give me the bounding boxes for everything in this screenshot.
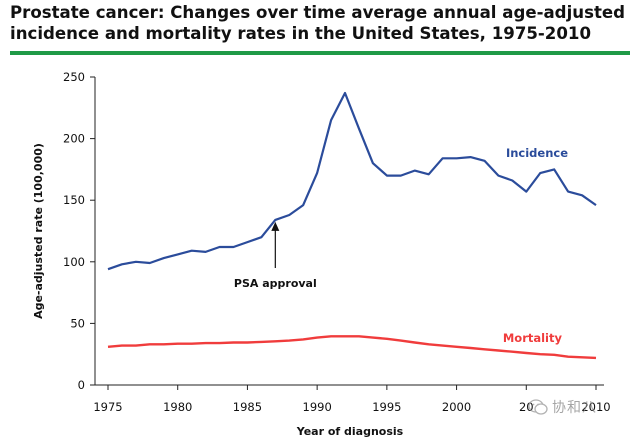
y-tick-label: 200 (63, 132, 85, 146)
wechat-logo-icon (528, 399, 548, 415)
series-line-mortality (107, 335, 597, 360)
x-tick-label: 1995 (372, 400, 401, 414)
x-tick-label: 1990 (303, 400, 332, 414)
series-labels: Incidence Mortality (503, 146, 568, 345)
ticks: 0 50 100 150 200 250 1975 1980 1985 1990 1995 2000 2… (32, 70, 611, 438)
x-tick-label: 1975 (93, 400, 122, 414)
x-tick-label: 2010 (581, 400, 610, 414)
annotation-arrowhead (271, 221, 280, 231)
axes (94, 77, 604, 386)
y-tick-label: 150 (63, 193, 85, 207)
annotation-psa-approval: PSA approval (234, 277, 317, 290)
watermark-text: 协和八 (552, 400, 597, 416)
series-lines (107, 91, 597, 360)
y-axis-title: Age-adjusted rate (100,000) (32, 143, 45, 319)
chart-title: Prostate cancer: Changes over time avera… (10, 2, 630, 44)
watermark: 协和八 (528, 396, 628, 418)
chart-title-line-2: incidence and mortality rates in the Uni… (10, 24, 591, 43)
annotations: PSA approval (234, 221, 317, 290)
x-tick-label: 1980 (163, 400, 192, 414)
series-label-incidence: Incidence (506, 146, 568, 160)
y-tick-label: 50 (70, 316, 85, 330)
x-tick-label: 2000 (442, 400, 471, 414)
chart-title-line-1: Prostate cancer: Changes over time avera… (10, 3, 626, 22)
x-tick-label: 1985 (233, 400, 262, 414)
y-tick-label: 250 (63, 70, 85, 84)
y-tick-label: 100 (63, 255, 85, 269)
y-tick-label: 0 (78, 378, 85, 392)
x-axis-title: Year of diagnosis (296, 425, 404, 438)
series-line-incidence (107, 91, 597, 271)
series-label-mortality: Mortality (503, 331, 563, 345)
title-divider (10, 51, 630, 55)
